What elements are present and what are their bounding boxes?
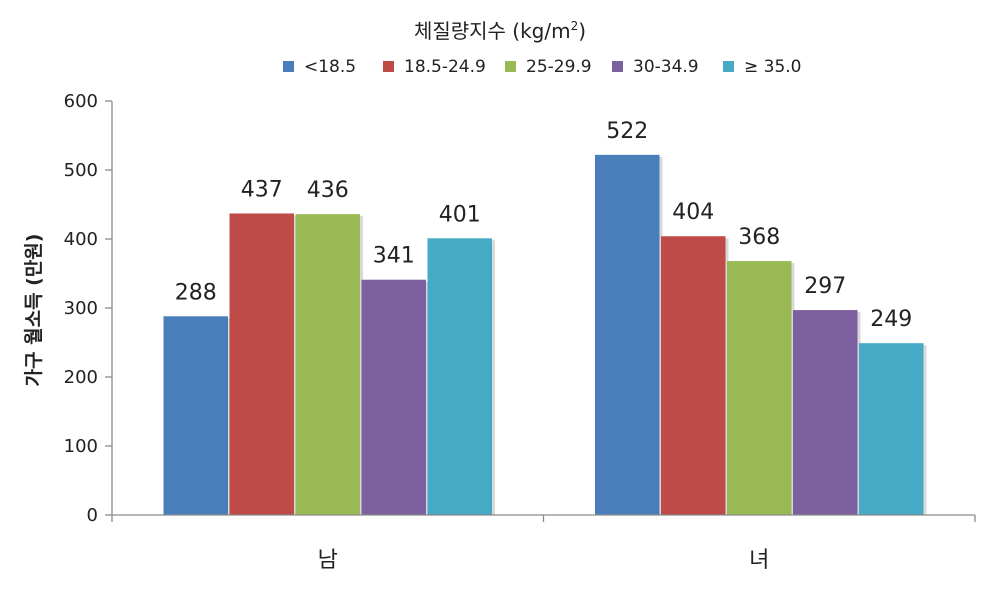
legend-label: ≥ 35.0	[744, 57, 802, 77]
y-tick-label: 500	[64, 160, 98, 181]
legend-swatch	[723, 61, 734, 72]
axes	[111, 101, 976, 522]
legend-label: 18.5-24.9	[404, 57, 486, 77]
data-label: 341	[373, 244, 415, 269]
data-label: 297	[804, 274, 846, 299]
data-label: 249	[870, 307, 912, 332]
data-label: 288	[175, 280, 217, 305]
data-labels: 288 437 436 341 401 522 404 368 297 249	[175, 119, 913, 332]
bar	[859, 343, 924, 515]
category-label: 녀	[749, 548, 769, 573]
data-label: 404	[672, 200, 714, 225]
data-label: 522	[606, 119, 648, 144]
bars	[163, 154, 927, 516]
legend-swatch	[283, 61, 294, 72]
data-label: 436	[307, 178, 349, 203]
y-tick-label: 400	[64, 229, 98, 250]
y-axis-label: 가구 월소득 (만원)	[23, 234, 45, 387]
y-tick-label: 300	[64, 298, 98, 319]
legend-title: 체질량지수 (kg/m2)	[414, 19, 586, 43]
legend-swatch	[612, 61, 623, 72]
legend: <18.5 18.5-24.9 25-29.9 30-34.9 ≥ 35.0	[283, 57, 802, 77]
legend-swatch	[505, 61, 516, 72]
legend-label: 25-29.9	[526, 57, 592, 77]
legend-label: 30-34.9	[633, 57, 699, 77]
bar	[295, 214, 360, 515]
bar	[361, 279, 426, 515]
y-axis-ticks: 0 100 200 300 400 500 600	[64, 91, 112, 526]
legend-swatch	[383, 61, 394, 72]
y-tick-label: 100	[64, 436, 98, 457]
data-label: 401	[439, 202, 481, 227]
y-tick-label: 200	[64, 367, 98, 388]
y-tick-label: 0	[87, 505, 98, 526]
bar	[229, 213, 294, 515]
y-tick-label: 600	[64, 91, 98, 112]
bar	[163, 316, 228, 515]
bar	[793, 310, 858, 515]
data-label: 368	[738, 225, 780, 250]
legend-label: <18.5	[304, 57, 356, 77]
category-label: 남	[318, 548, 338, 573]
bar	[727, 261, 792, 515]
bar	[427, 238, 492, 515]
bar	[661, 236, 726, 516]
data-label: 437	[241, 177, 283, 202]
bar	[595, 154, 660, 515]
